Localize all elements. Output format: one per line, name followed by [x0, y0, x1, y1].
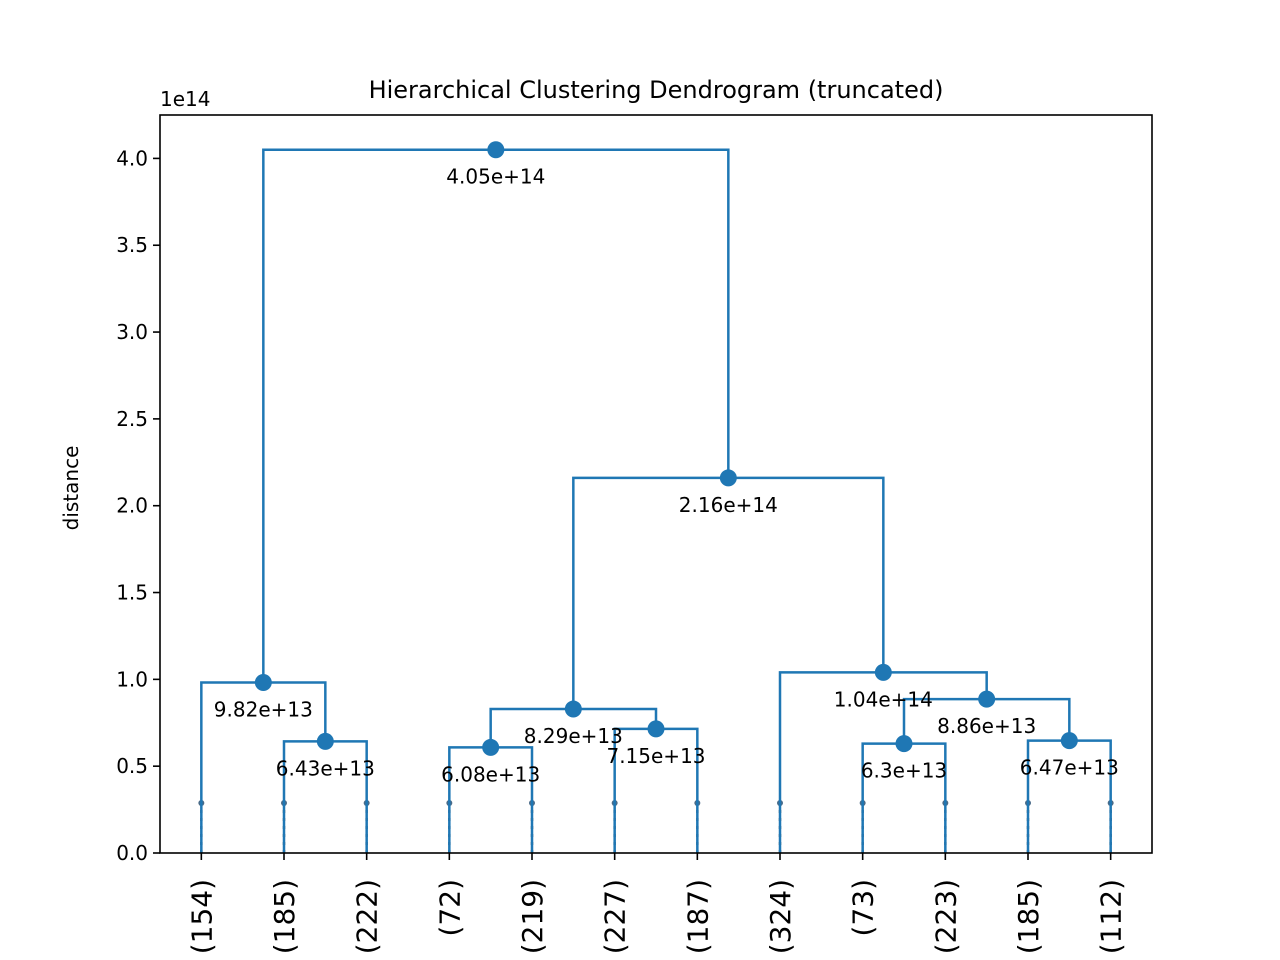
plot-frame: [159, 114, 1153, 854]
merge-distance-label: 8.86e+13: [937, 714, 1036, 738]
y-tick-label: 3.0: [116, 320, 148, 344]
merge-distance-label: 1.04e+14: [834, 687, 933, 711]
leaf-label: (185): [1012, 879, 1045, 954]
leaf-stubs: [198, 800, 1114, 853]
merge-node: [254, 673, 272, 691]
y-tick-label: 3.5: [116, 233, 148, 257]
y-axis-ticks: 0.0 0.5 1.0 1.5 2.0 2.5 3.0 3.5 4.0: [116, 146, 160, 865]
leaf-label: (73): [847, 879, 880, 936]
y-tick-label: 0.5: [116, 754, 148, 778]
merge-distance-label: 6.47e+13: [1020, 756, 1119, 780]
merge-node: [978, 690, 996, 708]
y-tick-label: 4.0: [116, 146, 148, 170]
y-tick-label: 1.0: [116, 667, 148, 691]
merge-distance-label: 7.15e+13: [606, 744, 705, 768]
leaf-label: (223): [929, 879, 962, 954]
merge-node: [874, 663, 892, 681]
merge-node: [719, 469, 737, 487]
leaf-label: (219): [516, 879, 549, 954]
y-tick-label: 2.0: [116, 494, 148, 518]
y-axis-label: distance: [59, 446, 83, 531]
leaf-label: (72): [433, 879, 466, 936]
y-tick-label: 0.0: [116, 841, 148, 865]
y-tick-label: 2.5: [116, 407, 148, 431]
leaf-label: (187): [681, 879, 714, 954]
dendrogram-link: [262, 148, 730, 683]
merge-distance-label: 8.29e+13: [524, 724, 623, 748]
merge-distance-label: 9.82e+13: [214, 697, 313, 721]
chart-title: Hierarchical Clustering Dendrogram (trun…: [369, 76, 944, 104]
merge-distance-label: 6.43e+13: [276, 756, 375, 780]
leaf-label: (112): [1095, 879, 1128, 954]
merge-node: [316, 732, 334, 750]
merge-node: [1060, 732, 1078, 750]
merge-node: [564, 700, 582, 718]
y-tick-label: 1.5: [116, 581, 148, 605]
merge-distance-label: 4.05e+14: [446, 165, 545, 189]
merge-distance-label: 2.16e+14: [679, 493, 778, 517]
merge-nodes: [254, 141, 1078, 756]
merge-node: [482, 738, 500, 756]
leaf-label: (227): [599, 879, 632, 954]
leaf-label: (324): [764, 879, 797, 954]
merge-node: [647, 720, 665, 738]
merge-distance-label: 6.08e+13: [441, 762, 540, 786]
leaf-label: (185): [268, 879, 301, 954]
merge-labels: 6.43e+13 9.82e+13 6.08e+13 7.15e+138.29e+13…: [214, 165, 1119, 787]
leaf-label: (154): [185, 879, 218, 954]
merge-node: [487, 141, 505, 159]
leaf-labels: (154) (185) (222) (72) (219) (227) (187) (324) (…: [185, 853, 1128, 954]
merge-node: [895, 735, 913, 753]
merge-distance-label: 6.3e+13: [861, 759, 947, 783]
y-offset-label: 1e14: [160, 87, 210, 111]
leaf-label: (222): [351, 879, 384, 954]
